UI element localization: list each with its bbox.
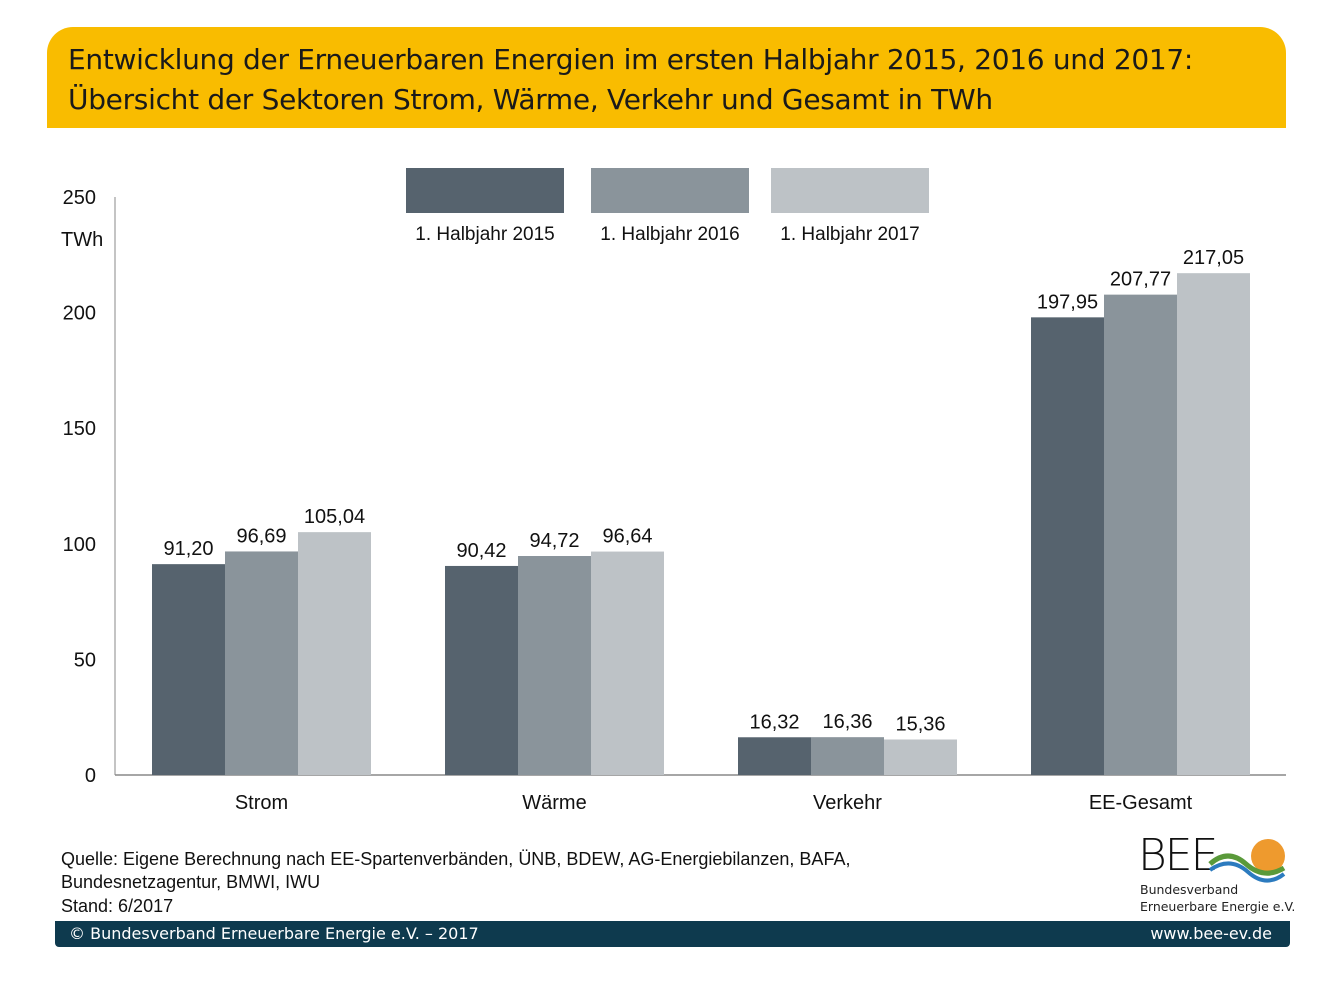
category-label: Verkehr xyxy=(813,792,882,814)
legend-label: 1. Halbjahr 2015 xyxy=(415,224,554,245)
y-tick-label: 100 xyxy=(63,534,96,556)
bar xyxy=(152,564,225,775)
legend-swatch xyxy=(771,168,929,213)
y-unit-label: TWh xyxy=(61,229,103,251)
title-line-1: Entwicklung der Erneuerbaren Energien im… xyxy=(68,43,1194,76)
data-label: 15,36 xyxy=(895,713,945,735)
title-line-2: Übersicht der Sektoren Strom, Wärme, Ver… xyxy=(68,83,993,116)
data-label: 94,72 xyxy=(529,530,579,552)
bee-logo: BEE Bundesverband Erneuerbare Energie e.… xyxy=(1138,830,1295,916)
logo-sun-wave-icon xyxy=(1208,839,1286,883)
y-tick-label: 250 xyxy=(63,187,96,209)
category-label: Strom xyxy=(235,792,288,814)
data-label: 96,69 xyxy=(236,525,286,547)
data-label: 16,36 xyxy=(822,711,872,733)
y-tick-label: 150 xyxy=(63,418,96,440)
data-label: 96,64 xyxy=(602,526,652,548)
data-label: 16,32 xyxy=(749,711,799,733)
title-banner: Entwicklung der Erneuerbaren Energien im… xyxy=(47,27,1286,128)
data-label: 217,05 xyxy=(1183,247,1244,269)
bar xyxy=(884,739,957,775)
legend-label: 1. Halbjahr 2017 xyxy=(780,224,919,245)
bar xyxy=(445,565,518,775)
bar xyxy=(518,556,591,775)
bar-chart: 0 50 100 150 200 250 TWh Strom 91,20 96,69 105,04 W… xyxy=(61,168,1286,814)
bar xyxy=(298,532,371,775)
data-label: 90,42 xyxy=(456,540,506,562)
category-label: EE-Gesamt xyxy=(1089,792,1193,814)
footer-copyright: © Bundesverband Erneuerbare Energie e.V.… xyxy=(69,924,479,943)
y-tick-label: 0 xyxy=(85,765,96,787)
logo-line-2: Erneuerbare Energie e.V. xyxy=(1140,899,1296,914)
bar xyxy=(591,551,664,775)
bar xyxy=(738,737,811,775)
legend-label: 1. Halbjahr 2016 xyxy=(600,224,739,245)
bar xyxy=(811,737,884,775)
bar xyxy=(1104,294,1177,775)
source-line-1: Quelle: Eigene Berechnung nach EE-Sparte… xyxy=(61,849,851,869)
source-line-3: Stand: 6/2017 xyxy=(61,896,174,916)
y-tick-label: 200 xyxy=(63,303,96,325)
category-label: Wärme xyxy=(522,792,586,814)
logo-text: BEE xyxy=(1138,830,1218,881)
data-label: 91,20 xyxy=(163,538,213,560)
footer-url[interactable]: www.bee-ev.de xyxy=(1150,924,1272,943)
legend-swatch xyxy=(406,168,564,213)
legend-swatch xyxy=(591,168,749,213)
data-label: 105,04 xyxy=(304,506,365,528)
y-tick-label: 50 xyxy=(74,649,96,671)
footer-bar: © Bundesverband Erneuerbare Energie e.V.… xyxy=(55,921,1290,947)
bar xyxy=(1031,317,1104,775)
bar xyxy=(1177,273,1250,775)
data-label: 197,95 xyxy=(1037,291,1098,313)
source-line-2: Bundesnetzagentur, BMWI, IWU xyxy=(61,872,321,892)
logo-line-1: Bundesverband xyxy=(1140,882,1239,897)
data-label: 207,77 xyxy=(1110,269,1171,291)
bar xyxy=(225,551,298,775)
